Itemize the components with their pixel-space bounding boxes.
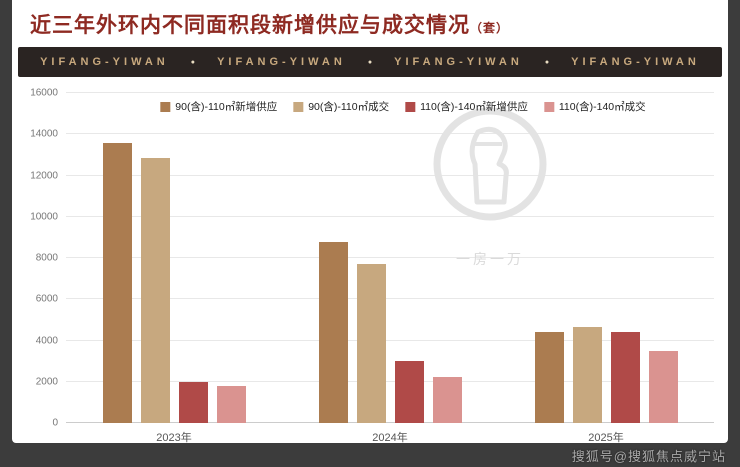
- bar-groups: [66, 93, 714, 423]
- banner-separator-dot: ●: [190, 58, 196, 66]
- bar: [534, 332, 564, 423]
- legend-label: 110(含)-140㎡新增供应: [420, 101, 528, 113]
- bar-group: [102, 93, 246, 423]
- bar: [318, 241, 348, 423]
- chart-legend: 90(含)-110㎡新增供应 90(含)-110㎡成交 110(含)-140㎡新增供…: [160, 99, 646, 114]
- bar: [432, 376, 462, 423]
- legend-item: 110(含)-140㎡成交: [543, 99, 646, 114]
- legend-swatch: [405, 101, 416, 112]
- y-tick-label: 16000: [30, 87, 58, 99]
- y-tick-label: 6000: [35, 293, 58, 305]
- page-title-unit: （套）: [470, 21, 510, 35]
- sohu-watermark: 搜狐号@搜狐焦点威宁站: [571, 449, 726, 464]
- bar: [572, 327, 602, 423]
- y-tick-label: 8000: [35, 252, 58, 264]
- chart-card: 近三年外环内不同面积段新增供应与成交情况（套） YIFANG-YIWAN ● YIF…: [12, 0, 728, 445]
- legend-swatch: [293, 101, 304, 112]
- banner-separator-dot: ●: [544, 58, 550, 66]
- y-tick-label: 0: [52, 417, 58, 429]
- banner-brand-text: YIFANG-YIWAN: [40, 56, 169, 68]
- page-title: 近三年外环内不同面积段新增供应与成交情况（套）: [12, 0, 728, 45]
- gridline: [66, 133, 714, 135]
- banner-brand-text: YIFANG-YIWAN: [394, 56, 523, 68]
- gridline: [66, 257, 714, 258]
- banner-brand-text: YIFANG-YIWAN: [217, 56, 346, 68]
- bar: [394, 361, 424, 423]
- gridline: [66, 174, 714, 176]
- legend-label: 90(含)-110㎡新增供应: [175, 101, 278, 113]
- legend-swatch: [160, 101, 171, 112]
- plot-area: 90(含)-110㎡新增供应 90(含)-110㎡成交 110(含)-140㎡新增供…: [66, 92, 714, 423]
- legend-swatch: [543, 101, 554, 112]
- x-axis-labels: 2023年 2024年 2025年: [66, 429, 714, 445]
- brand-banner: YIFANG-YIWAN ● YIFANG-YIWAN ● YIFANG-YIWAN ● Y…: [18, 47, 722, 77]
- legend-item: 90(含)-110㎡新增供应: [160, 99, 277, 114]
- y-tick-label: 12000: [30, 170, 58, 181]
- bar: [610, 332, 640, 423]
- bar: [356, 264, 386, 423]
- page-title-text: 近三年外环内不同面积段新增供应与成交情况: [30, 14, 470, 37]
- bar: [648, 350, 678, 423]
- bar: [140, 157, 170, 423]
- bar: [102, 142, 132, 423]
- gridline: [66, 422, 714, 423]
- bar-group: [318, 93, 462, 423]
- gridline: [66, 298, 714, 300]
- x-tick-label: 2025年: [588, 432, 624, 444]
- y-tick-label: 14000: [30, 128, 58, 140]
- plot-row: 0 2000 4000 6000 8000 10000 12000 14000 16000 90…: [22, 88, 714, 429]
- x-tick-label: 2023年: [156, 432, 192, 444]
- banner-brand-text: YIFANG-YIWAN: [571, 56, 700, 68]
- bar-group: [534, 93, 678, 423]
- y-tick-label: 10000: [30, 211, 58, 223]
- legend-item: 90(含)-110㎡成交: [293, 99, 389, 114]
- bar: [178, 381, 208, 423]
- legend-label: 110(含)-140㎡成交: [558, 101, 646, 113]
- x-tick-label: 2024年: [372, 432, 408, 444]
- gridline: [66, 92, 714, 93]
- y-tick-label: 4000: [35, 335, 58, 346]
- gridline: [66, 380, 714, 382]
- gridline: [66, 215, 714, 217]
- y-tick-label: 2000: [35, 376, 58, 388]
- bar-chart: 0 2000 4000 6000 8000 10000 12000 14000 16000 90…: [22, 88, 714, 445]
- legend-label: 90(含)-110㎡成交: [308, 101, 390, 113]
- gridline: [66, 339, 714, 341]
- bar: [216, 385, 246, 423]
- banner-separator-dot: ●: [367, 58, 373, 66]
- y-axis: 0 2000 4000 6000 8000 10000 12000 14000 16000: [22, 88, 66, 429]
- legend-item: 110(含)-140㎡新增供应: [405, 99, 528, 114]
